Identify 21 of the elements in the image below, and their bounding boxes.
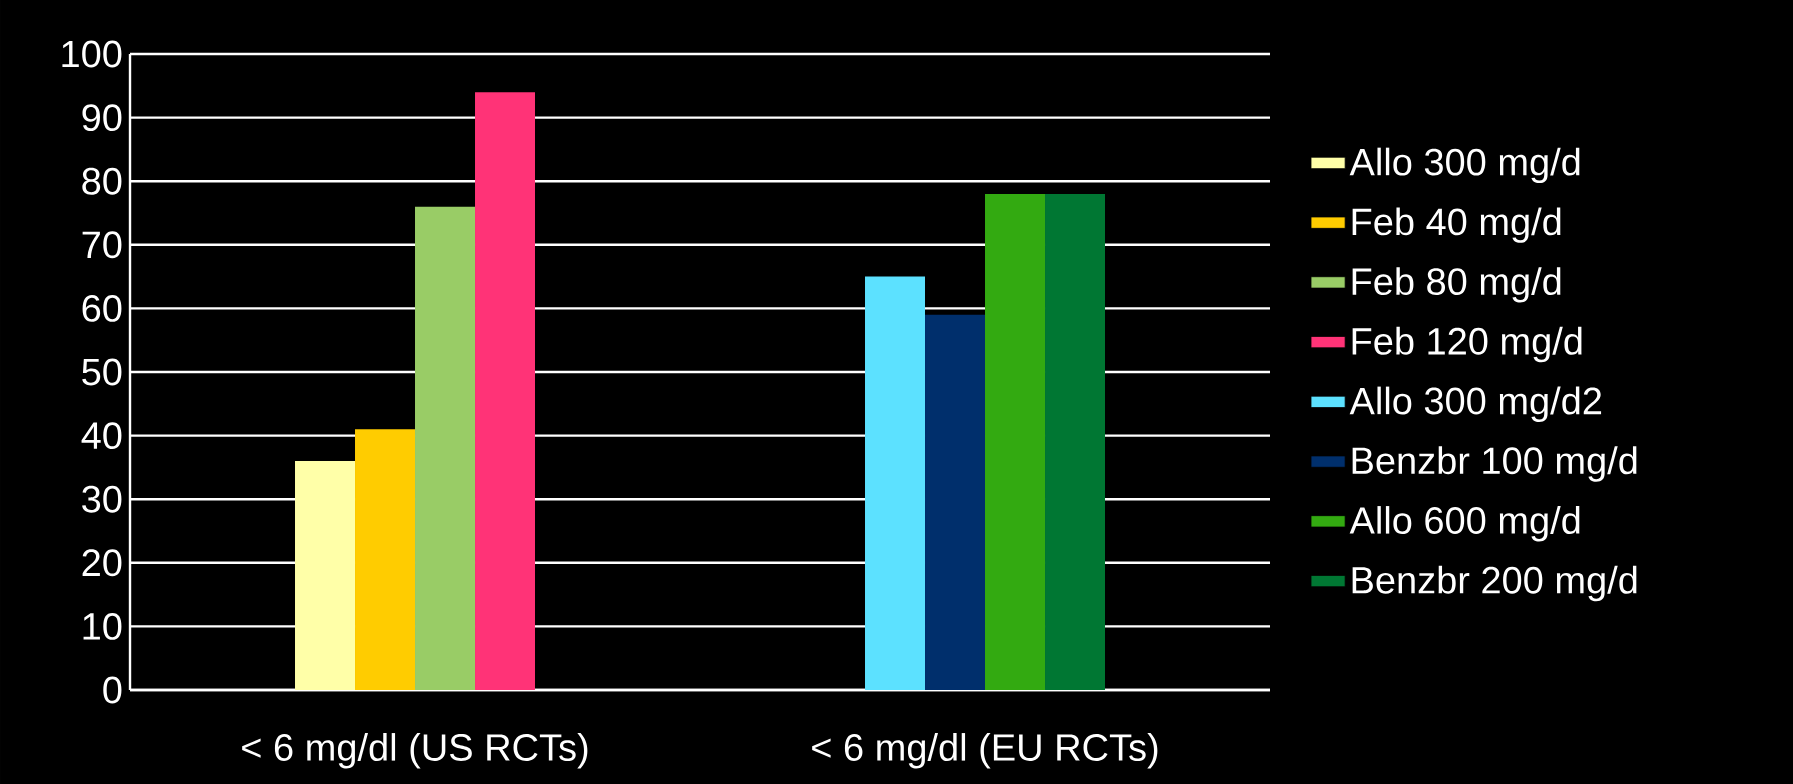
legend-label: Allo 600 mg/d — [1349, 506, 1580, 542]
y-tick-label: 80 — [82, 167, 122, 195]
y-tick-label: 40 — [81, 422, 122, 450]
legend-label: Benzbr 200 mg/d — [1352, 565, 1637, 602]
x-tick-label: < 6 mg/dl (EU RCTs) — [812, 733, 1158, 769]
y-tick-label: 30 — [82, 485, 122, 513]
y-tick-label: 50 — [82, 358, 122, 386]
legend-label: Feb 120 mg/d — [1352, 326, 1582, 363]
y-tick-label: 0 — [103, 676, 122, 704]
y-tick-label: 10 — [83, 612, 122, 640]
legend-label: Allo 300 mg/d — [1349, 147, 1580, 184]
y-tick-label: 70 — [82, 231, 122, 259]
legend-label: Feb 80 mg/d — [1352, 267, 1561, 303]
y-tick-label: 60 — [82, 294, 122, 322]
y-tick-label: 100 — [62, 40, 122, 68]
legend-label: Feb 40 mg/d — [1352, 207, 1561, 243]
legend-label: Allo 300 mg/d2 — [1349, 386, 1602, 423]
x-tick-label: < 6 mg/dl (US RCTs) — [242, 733, 588, 769]
legend-label: Benzbr 100 mg/d — [1352, 446, 1637, 482]
y-tick-label: 20 — [82, 549, 122, 577]
y-tick-label: 90 — [82, 104, 122, 132]
